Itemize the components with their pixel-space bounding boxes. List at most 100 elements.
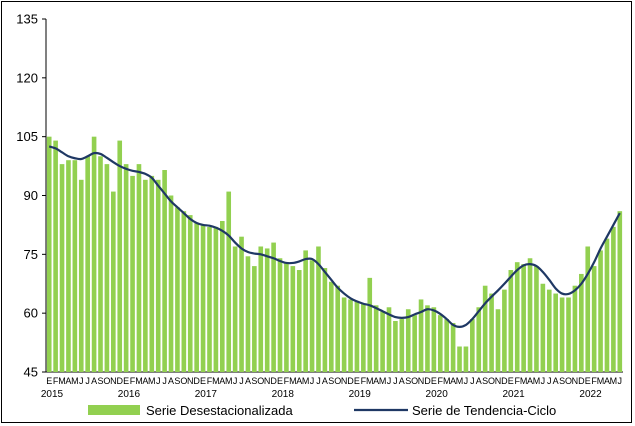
x-year-label: 2019: [349, 389, 372, 400]
bar: [85, 156, 90, 372]
x-month-label: E: [277, 376, 283, 386]
bar: [450, 322, 456, 372]
bar: [220, 220, 225, 372]
bar: [361, 303, 366, 372]
bar: [200, 224, 206, 372]
x-month-label: J: [156, 376, 161, 386]
x-month-label: M: [71, 376, 79, 386]
y-tick-label: 105: [16, 129, 38, 144]
x-month-label: J: [316, 376, 321, 386]
x-month-label: A: [219, 376, 225, 386]
bar: [303, 250, 308, 372]
x-month-label: M: [379, 376, 387, 386]
bar: [252, 266, 257, 372]
x-month-label: A: [527, 376, 533, 386]
bar: [335, 285, 341, 372]
x-month-label: D: [193, 376, 200, 386]
bar: [232, 246, 238, 372]
x-year-label: 2015: [41, 389, 64, 400]
bar: [309, 260, 315, 372]
x-month-label: S: [174, 376, 180, 386]
bar: [296, 270, 302, 372]
x-month-label: J: [618, 376, 623, 386]
x-month-label: M: [456, 376, 464, 386]
bar: [482, 285, 488, 372]
bar: [284, 262, 289, 372]
x-month-label: J: [547, 376, 552, 386]
bar: [258, 246, 264, 372]
x-month-label: J: [464, 376, 469, 386]
x-month-label: J: [387, 376, 392, 386]
x-month-label: S: [559, 376, 565, 386]
x-month-label: J: [233, 376, 238, 386]
y-tick-label: 90: [24, 188, 38, 203]
bar: [405, 309, 411, 372]
y-tick-label: 120: [16, 70, 38, 85]
x-month-label: E: [46, 376, 52, 386]
bar-series: [46, 136, 623, 372]
x-month-label: E: [508, 376, 514, 386]
x-month-label: M: [148, 376, 156, 386]
bar: [187, 215, 193, 372]
bar: [367, 277, 373, 372]
x-month-label: M: [366, 376, 374, 386]
x-month-label: A: [604, 376, 610, 386]
x-month-label: M: [302, 376, 310, 386]
x-month-label: O: [180, 376, 187, 386]
bar: [59, 164, 65, 372]
x-year-label: 2022: [579, 389, 602, 400]
x-month-label: N: [495, 376, 502, 386]
bar: [66, 160, 71, 372]
bar: [611, 226, 616, 372]
x-month-label: M: [597, 376, 605, 386]
bar: [546, 289, 552, 372]
x-month-label: F: [53, 376, 59, 386]
bar: [123, 164, 129, 372]
x-month-label: D: [347, 376, 354, 386]
x-month-label: S: [405, 376, 411, 386]
bar: [155, 179, 161, 372]
bar: [111, 191, 116, 372]
bar: [149, 175, 155, 372]
bar: [502, 289, 507, 372]
bar: [585, 246, 591, 372]
bar: [104, 164, 110, 372]
x-month-label: A: [91, 376, 97, 386]
x-month-label: N: [264, 376, 271, 386]
bar: [489, 293, 494, 372]
bar: [322, 268, 328, 372]
y-tick-label: 75: [24, 247, 38, 262]
x-year-label: 2017: [195, 389, 218, 400]
x-month-label: F: [361, 376, 367, 386]
x-month-label: M: [443, 376, 451, 386]
y-tick-label: 60: [24, 306, 38, 321]
x-month-label: F: [438, 376, 444, 386]
bar: [457, 346, 462, 372]
x-month-label: D: [501, 376, 508, 386]
x-month-label: M: [58, 376, 66, 386]
x-month-label: J: [85, 376, 90, 386]
x-month-label: S: [482, 376, 488, 386]
x-month-label: D: [578, 376, 585, 386]
bar: [175, 207, 180, 372]
x-month-label: M: [520, 376, 528, 386]
bar: [239, 236, 244, 372]
x-month-label: A: [399, 376, 405, 386]
bar: [508, 270, 514, 372]
x-month-label: F: [207, 376, 213, 386]
x-month-label: O: [411, 376, 418, 386]
bar: [540, 283, 546, 372]
x-month-label: O: [565, 376, 572, 386]
bar: [78, 179, 84, 372]
x-month-label: O: [334, 376, 341, 386]
bar: [53, 140, 58, 372]
bar: [617, 211, 623, 372]
x-month-label: O: [257, 376, 264, 386]
x-month-label: S: [97, 376, 103, 386]
x-month-label: J: [470, 376, 475, 386]
bar: [495, 309, 501, 372]
bar: [373, 305, 379, 372]
x-month-label: M: [289, 376, 297, 386]
bar: [143, 179, 148, 372]
